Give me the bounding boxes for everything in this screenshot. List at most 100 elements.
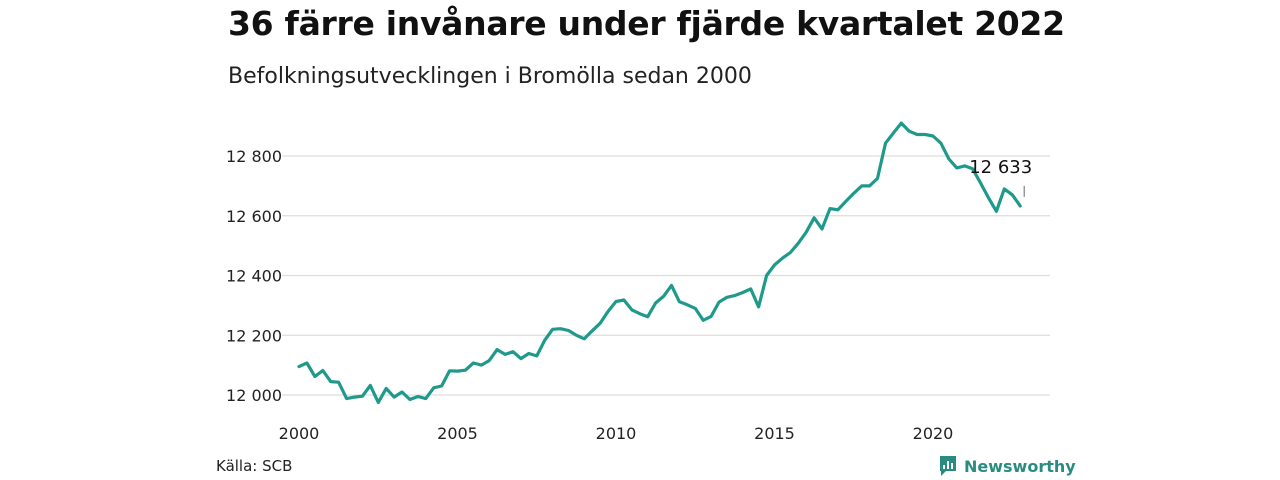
data-point bbox=[551, 328, 554, 331]
data-point bbox=[718, 301, 721, 304]
data-point bbox=[694, 307, 697, 310]
x-tick-label: 2000 bbox=[279, 424, 320, 443]
data-point bbox=[535, 354, 538, 357]
y-tick-label: 12 600 bbox=[226, 207, 282, 226]
data-point bbox=[615, 300, 618, 303]
data-point bbox=[369, 384, 372, 387]
data-point bbox=[805, 231, 808, 234]
data-point bbox=[979, 181, 982, 184]
data-point bbox=[947, 158, 950, 161]
data-point bbox=[726, 296, 729, 299]
data-point bbox=[543, 339, 546, 342]
data-point bbox=[773, 264, 776, 267]
data-point bbox=[757, 305, 760, 308]
chart-title: 36 färre invånare under fjärde kvartalet… bbox=[228, 4, 1065, 43]
x-tick-label: 2010 bbox=[596, 424, 637, 443]
data-point bbox=[892, 132, 895, 135]
data-point bbox=[472, 362, 475, 365]
data-point bbox=[416, 395, 419, 398]
y-tick-label: 12 000 bbox=[226, 386, 282, 405]
data-point bbox=[305, 362, 308, 365]
data-point bbox=[868, 184, 871, 187]
data-point bbox=[361, 395, 364, 398]
data-point bbox=[678, 300, 681, 303]
series-layer bbox=[297, 121, 1022, 405]
data-point bbox=[622, 299, 625, 302]
data-point bbox=[488, 359, 491, 362]
data-point bbox=[440, 385, 443, 388]
data-point bbox=[995, 210, 998, 213]
data-point bbox=[813, 216, 816, 219]
data-point bbox=[480, 364, 483, 367]
data-point bbox=[662, 295, 665, 298]
data-point bbox=[599, 322, 602, 325]
data-point bbox=[1003, 187, 1006, 190]
newsworthy-logo-icon bbox=[940, 456, 956, 476]
data-point bbox=[710, 315, 713, 318]
y-tick-label: 12 400 bbox=[226, 267, 282, 286]
data-point bbox=[401, 391, 404, 394]
data-point bbox=[821, 227, 824, 230]
data-point bbox=[1011, 193, 1014, 196]
data-point bbox=[393, 396, 396, 399]
data-point bbox=[559, 327, 562, 330]
data-point bbox=[432, 386, 435, 389]
data-point bbox=[456, 370, 459, 373]
data-point bbox=[298, 365, 301, 368]
x-tick-label: 2015 bbox=[754, 424, 795, 443]
data-point bbox=[749, 287, 752, 290]
x-tick-label: 2020 bbox=[913, 424, 954, 443]
data-point bbox=[646, 315, 649, 318]
data-point bbox=[496, 348, 499, 351]
chart-subtitle: Befolkningsutvecklingen i Bromölla sedan… bbox=[228, 64, 752, 89]
data-point bbox=[987, 196, 990, 199]
data-point bbox=[908, 130, 911, 133]
data-point bbox=[852, 192, 855, 195]
data-point bbox=[385, 387, 388, 390]
gridlines bbox=[282, 155, 1050, 396]
data-point bbox=[464, 369, 467, 372]
data-point bbox=[836, 208, 839, 211]
data-point bbox=[448, 369, 451, 372]
data-point bbox=[916, 133, 919, 136]
y-tick-label: 12 800 bbox=[226, 147, 282, 166]
data-point bbox=[702, 319, 705, 322]
data-point bbox=[797, 242, 800, 245]
data-point bbox=[512, 350, 515, 353]
data-point bbox=[765, 274, 768, 277]
data-point bbox=[939, 142, 942, 145]
data-point bbox=[900, 122, 903, 125]
data-point bbox=[955, 166, 958, 169]
data-point bbox=[377, 401, 380, 404]
y-tick-label: 12 200 bbox=[226, 326, 282, 345]
brand[interactable]: Newsworthy bbox=[938, 455, 1076, 477]
annotation-label: 12 633 bbox=[969, 157, 1032, 178]
data-point bbox=[963, 164, 966, 167]
data-point bbox=[844, 200, 847, 203]
data-point bbox=[924, 133, 927, 136]
data-point bbox=[424, 397, 427, 400]
data-point bbox=[670, 284, 673, 287]
data-point bbox=[313, 375, 316, 378]
data-point bbox=[1019, 204, 1022, 207]
data-point bbox=[733, 294, 736, 297]
data-point bbox=[337, 381, 340, 384]
y-axis-tick-labels: 12 000 12 200 12 400 12 600 12 800 bbox=[226, 147, 282, 405]
data-point bbox=[741, 291, 744, 294]
data-point bbox=[638, 312, 641, 315]
annotation-layer: 12 633 bbox=[969, 157, 1032, 197]
data-point bbox=[884, 142, 887, 145]
data-point bbox=[591, 329, 594, 332]
data-point bbox=[876, 177, 879, 180]
data-point bbox=[932, 135, 935, 138]
data-point bbox=[781, 257, 784, 260]
data-point bbox=[575, 334, 578, 337]
source-note: Källa: SCB bbox=[216, 457, 293, 475]
data-point bbox=[408, 398, 411, 401]
data-point bbox=[829, 207, 832, 210]
data-point bbox=[654, 302, 657, 305]
data-point bbox=[686, 303, 689, 306]
data-point bbox=[527, 352, 530, 355]
data-point bbox=[353, 396, 356, 399]
